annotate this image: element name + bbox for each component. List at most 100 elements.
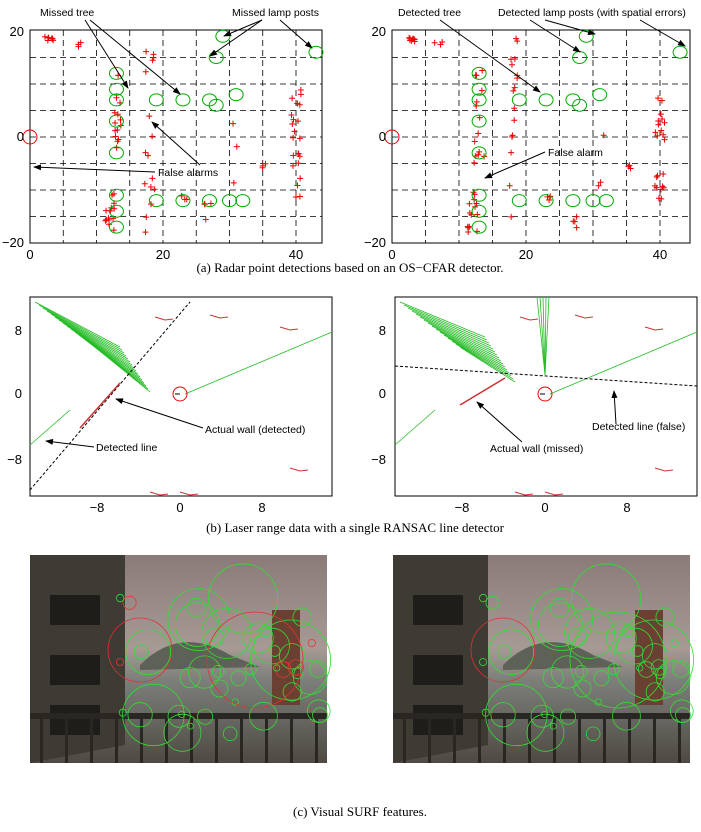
ransac-line	[30, 302, 190, 490]
laser-ray	[35, 302, 120, 347]
laser-ray	[63, 323, 134, 368]
railing-post	[140, 719, 143, 763]
annotation: False alarm	[548, 147, 603, 159]
detection	[289, 121, 295, 127]
laser-ray	[424, 320, 497, 355]
detection	[466, 201, 472, 207]
landmark	[216, 30, 230, 42]
laser-ray	[51, 314, 128, 359]
detection	[142, 181, 148, 187]
x-tick: −8	[455, 500, 470, 515]
window	[50, 655, 100, 685]
detection	[298, 87, 304, 93]
laser-ray	[67, 326, 136, 371]
railing-post	[553, 719, 556, 763]
detection	[143, 69, 149, 75]
arrow	[477, 402, 522, 442]
detection	[143, 214, 149, 220]
scan-segment	[515, 492, 533, 495]
window	[50, 595, 100, 625]
detection	[509, 62, 515, 68]
railing-post	[653, 719, 656, 763]
y-tick: 8	[379, 323, 386, 338]
landmark	[149, 195, 163, 207]
window	[413, 595, 463, 625]
annotation: Detected tree	[398, 7, 461, 19]
arrow	[210, 20, 262, 56]
x-tick: 0	[26, 247, 33, 262]
detection	[511, 117, 517, 123]
railing-post	[90, 719, 93, 763]
detection	[142, 229, 148, 235]
railing-post	[628, 719, 631, 763]
detection	[297, 193, 303, 199]
figure: 20 0 −20 0 20 40 Missed tree Missed lamp…	[0, 0, 701, 832]
arrow	[614, 391, 616, 424]
detection	[231, 180, 237, 186]
detection	[474, 99, 480, 105]
railing-post	[290, 719, 293, 763]
annotation: Actual wall (missed)	[490, 443, 583, 455]
landmark	[149, 94, 163, 106]
arrow	[440, 20, 540, 92]
laser-ray	[420, 317, 495, 352]
caption: (a) Radar point detections based on an O…	[196, 260, 503, 275]
railing-post	[428, 719, 431, 763]
arrow	[545, 20, 595, 34]
laser-ray	[395, 410, 435, 445]
y-tick: −20	[2, 235, 24, 250]
landmark	[512, 94, 526, 106]
landmark	[109, 221, 123, 233]
detection	[297, 135, 303, 141]
detection	[510, 88, 516, 94]
detection	[512, 85, 518, 91]
arrow	[90, 20, 180, 94]
railing-post	[65, 719, 68, 763]
landmark	[472, 205, 486, 217]
landmark	[472, 115, 486, 127]
detection	[146, 113, 152, 119]
railing-post	[678, 719, 681, 763]
detection	[143, 49, 149, 55]
railing-post	[315, 719, 318, 763]
laser-ray	[59, 320, 132, 365]
arrow	[530, 20, 580, 52]
detection	[289, 95, 295, 101]
detection	[432, 40, 438, 46]
x-tick: 40	[653, 247, 667, 262]
detection	[479, 88, 485, 94]
detection	[292, 128, 298, 134]
railing-post	[215, 719, 218, 763]
railing-post	[40, 719, 43, 763]
landmark	[512, 195, 526, 207]
landmark	[176, 195, 190, 207]
laser-ray	[448, 338, 509, 373]
detection	[102, 218, 108, 224]
y-tick: 0	[17, 129, 24, 144]
laser-ray	[185, 332, 332, 394]
x-tick: 8	[258, 500, 265, 515]
detection	[471, 160, 477, 166]
annotation: Detected lamp posts (with spatial errors…	[498, 7, 686, 19]
landmark	[472, 67, 486, 79]
detection	[510, 132, 516, 138]
y-tick: 0	[379, 386, 386, 401]
laser-ray	[55, 317, 130, 362]
annotation: Missed tree	[40, 7, 94, 19]
laser-ray	[444, 335, 507, 370]
detection	[465, 229, 471, 235]
laser-ray	[43, 308, 124, 353]
landmark	[599, 195, 613, 207]
x-tick: 0	[176, 500, 183, 515]
scan-segment	[155, 317, 173, 320]
wall	[80, 383, 120, 428]
railing-post	[403, 719, 406, 763]
detection	[508, 214, 514, 220]
railing-post	[115, 719, 118, 763]
railing-post	[190, 719, 193, 763]
railing-post	[478, 719, 481, 763]
laser-ray	[30, 410, 70, 445]
landmark	[309, 46, 323, 58]
x-tick: −8	[90, 500, 105, 515]
scan-segment	[180, 492, 198, 495]
